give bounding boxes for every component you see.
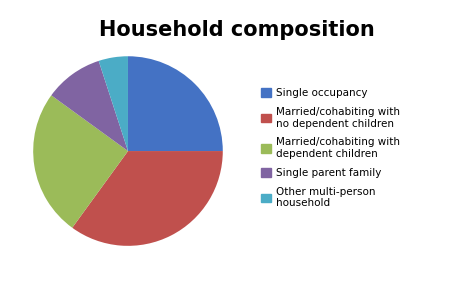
Wedge shape (51, 61, 128, 151)
Legend: Single occupancy, Married/cohabiting with
no dependent children, Married/cohabit: Single occupancy, Married/cohabiting wit… (256, 84, 404, 213)
Wedge shape (99, 56, 128, 151)
Wedge shape (33, 95, 128, 228)
Wedge shape (72, 151, 223, 246)
Wedge shape (128, 56, 223, 151)
Text: Household composition: Household composition (99, 20, 375, 40)
